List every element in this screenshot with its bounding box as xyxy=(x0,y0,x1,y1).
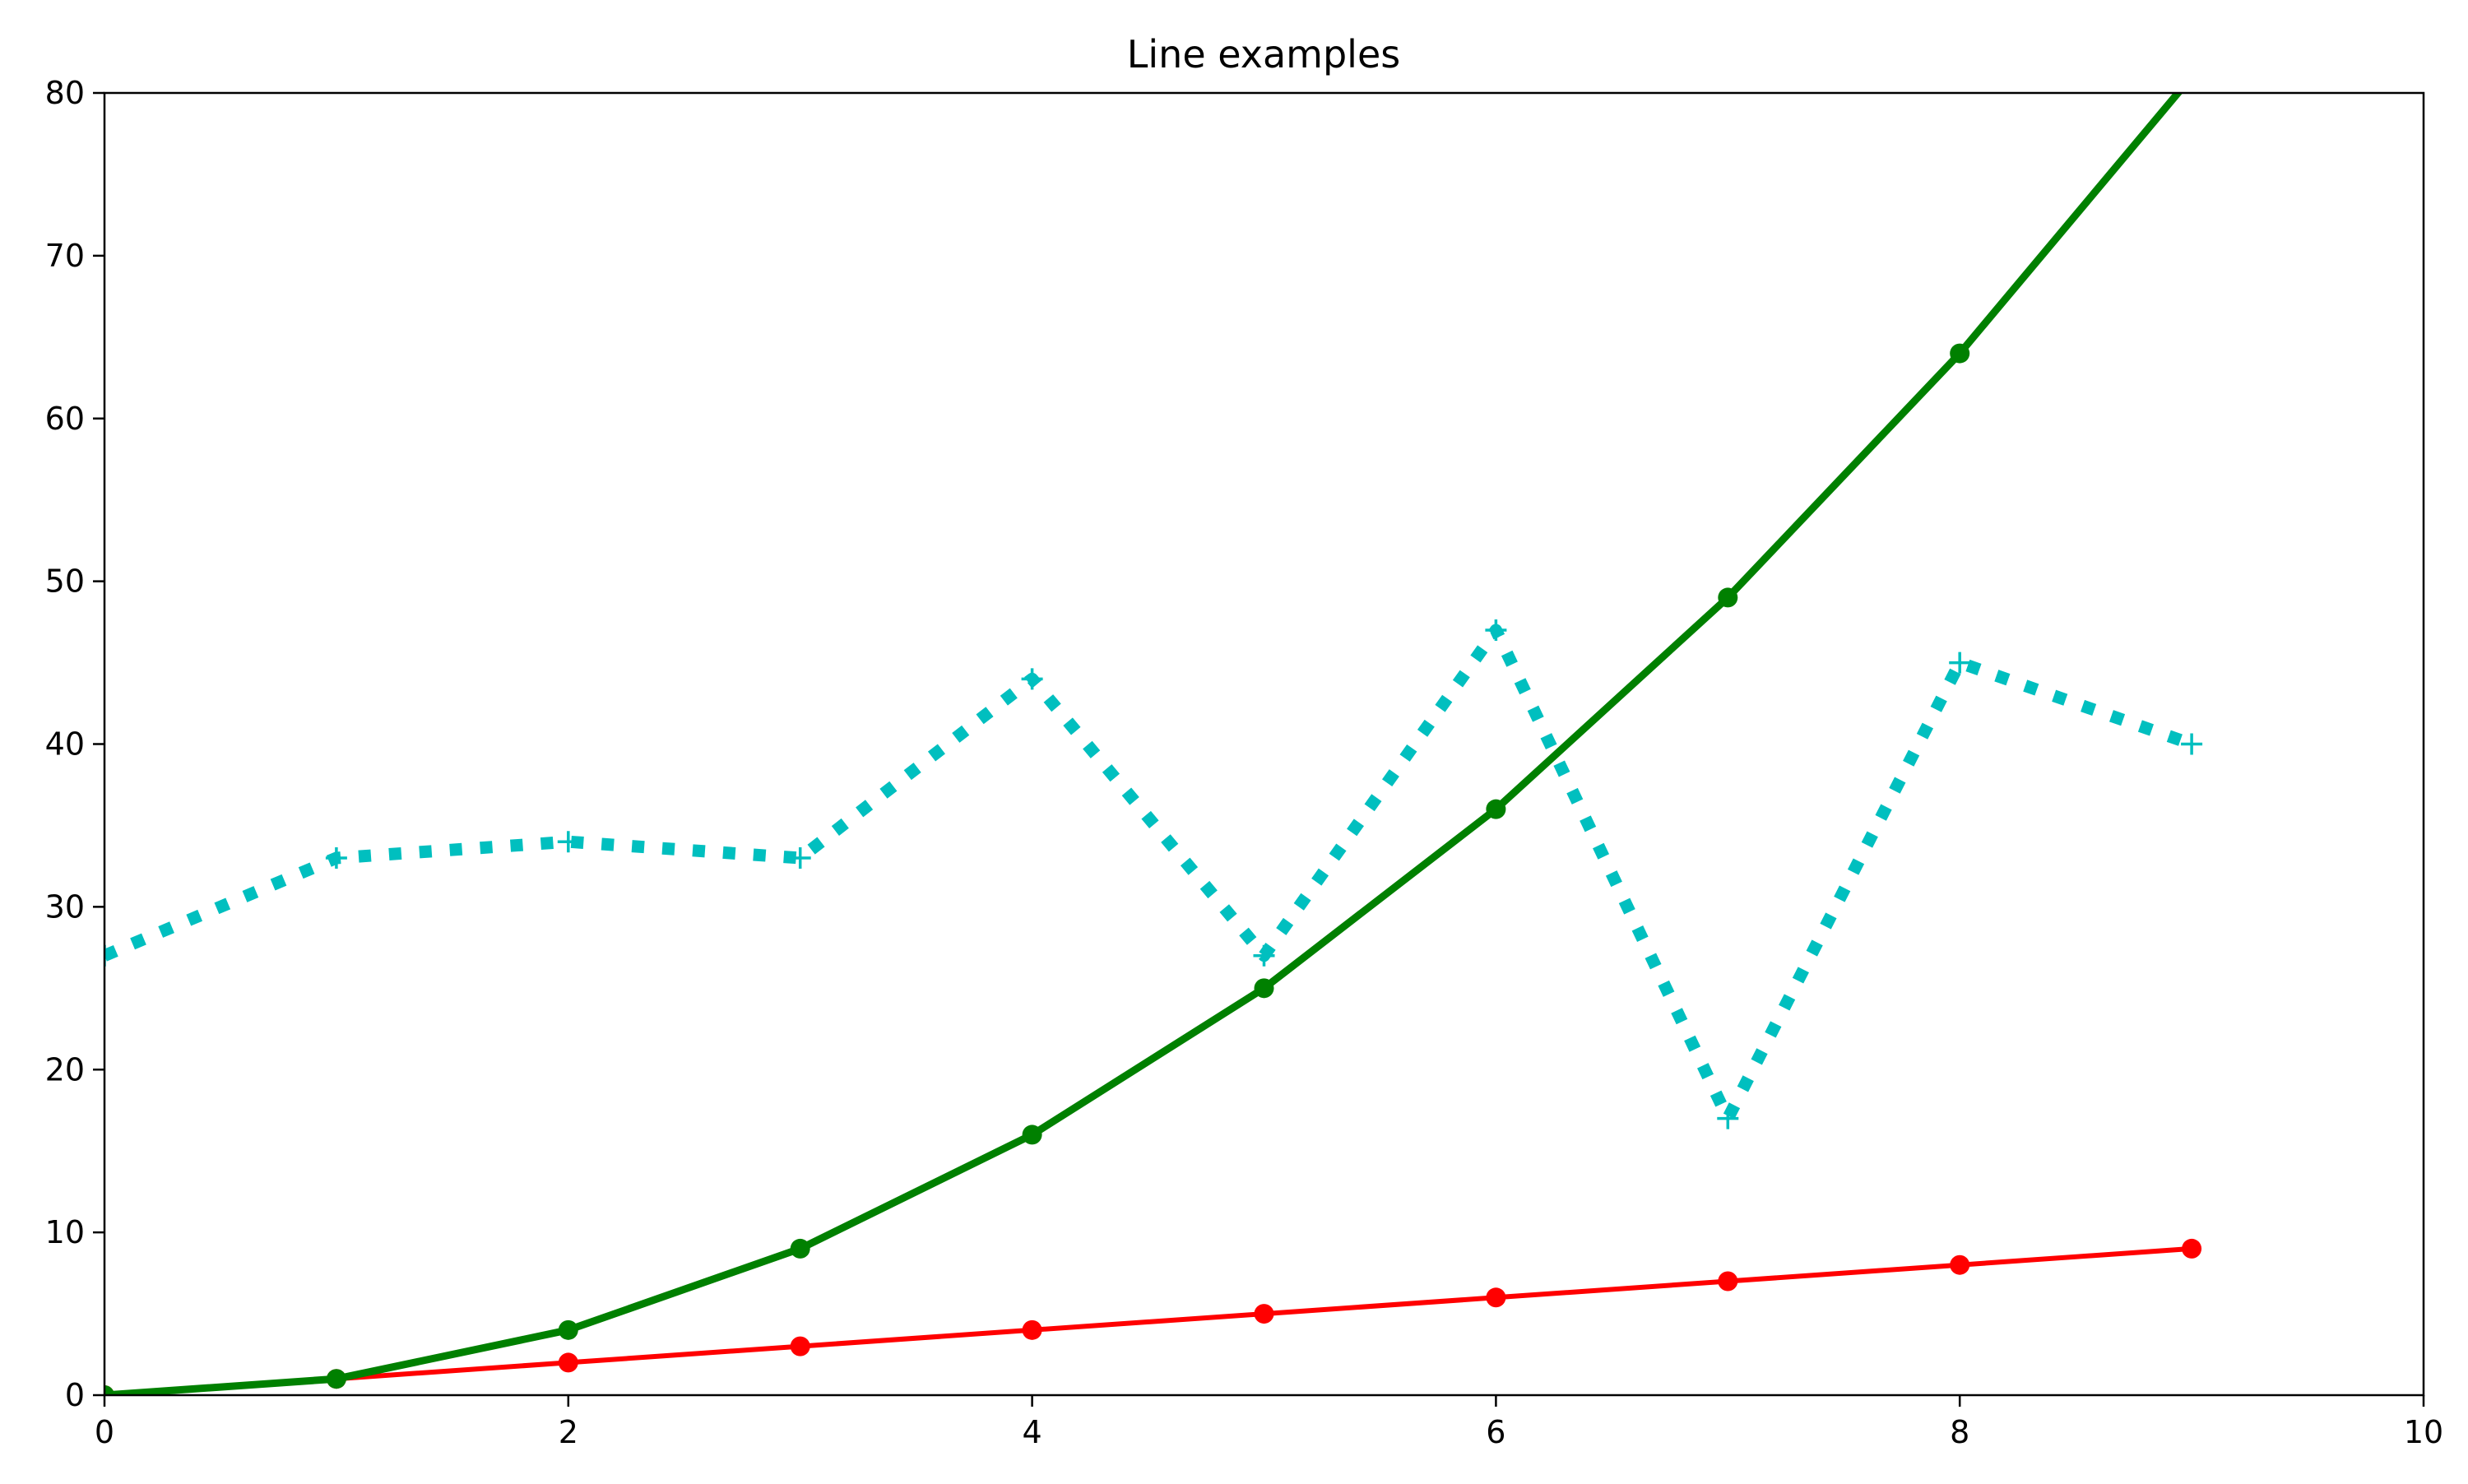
data-point xyxy=(1486,1287,1506,1308)
x-axis: 0 2 4 6 8 10 xyxy=(95,1395,2443,1450)
data-point xyxy=(1485,619,1507,641)
series-line xyxy=(104,93,2183,1395)
data-point xyxy=(557,831,579,853)
data-point xyxy=(104,1385,114,1395)
x-tick-label: 8 xyxy=(1950,1414,1969,1450)
y-tick-label: 10 xyxy=(45,1214,85,1250)
data-point xyxy=(1254,1304,1274,1324)
data-point xyxy=(1486,799,1506,819)
x-tick-label: 4 xyxy=(1023,1414,1042,1450)
y-tick-label: 30 xyxy=(45,888,85,925)
chart-title: Line examples xyxy=(1127,32,1400,77)
data-point xyxy=(1718,1271,1738,1292)
data-point xyxy=(2182,1238,2202,1259)
series-1 xyxy=(104,1238,2202,1395)
data-point xyxy=(1022,1125,1042,1145)
series-3 xyxy=(104,619,2203,1129)
data-point xyxy=(1021,668,1043,690)
data-point xyxy=(1253,944,1275,967)
x-tick-label: 10 xyxy=(2404,1414,2443,1450)
data-point xyxy=(790,1238,810,1259)
data-point xyxy=(2181,733,2203,755)
data-point xyxy=(790,1336,810,1356)
data-point xyxy=(104,944,115,967)
y-tick-label: 20 xyxy=(45,1051,85,1087)
data-point xyxy=(558,1352,578,1373)
data-point xyxy=(1950,1254,1970,1275)
data-point xyxy=(1950,343,1970,364)
series-line xyxy=(104,624,2194,1125)
data-point xyxy=(1717,1107,1739,1129)
data-point xyxy=(1718,587,1738,608)
data-point xyxy=(789,847,811,870)
y-tick-label: 70 xyxy=(45,238,85,274)
y-tick-label: 60 xyxy=(45,401,85,437)
y-tick-label: 80 xyxy=(45,75,85,111)
y-tick-label: 40 xyxy=(45,726,85,763)
data-point xyxy=(1949,652,1971,674)
x-tick-label: 2 xyxy=(559,1414,578,1450)
y-axis: 0 10 20 30 40 50 60 70 80 xyxy=(45,75,104,1413)
series-2 xyxy=(104,93,2183,1395)
series-line xyxy=(104,1245,2195,1395)
data-point xyxy=(325,847,347,870)
data-point xyxy=(558,1319,578,1340)
data-point xyxy=(1022,1319,1042,1340)
x-tick-label: 0 xyxy=(95,1414,114,1450)
series-layer xyxy=(104,93,2203,1395)
data-point xyxy=(326,1369,346,1389)
y-tick-label: 50 xyxy=(45,563,85,600)
y-tick-label: 0 xyxy=(65,1377,85,1413)
x-tick-label: 6 xyxy=(1486,1414,1505,1450)
data-point xyxy=(1254,978,1274,999)
